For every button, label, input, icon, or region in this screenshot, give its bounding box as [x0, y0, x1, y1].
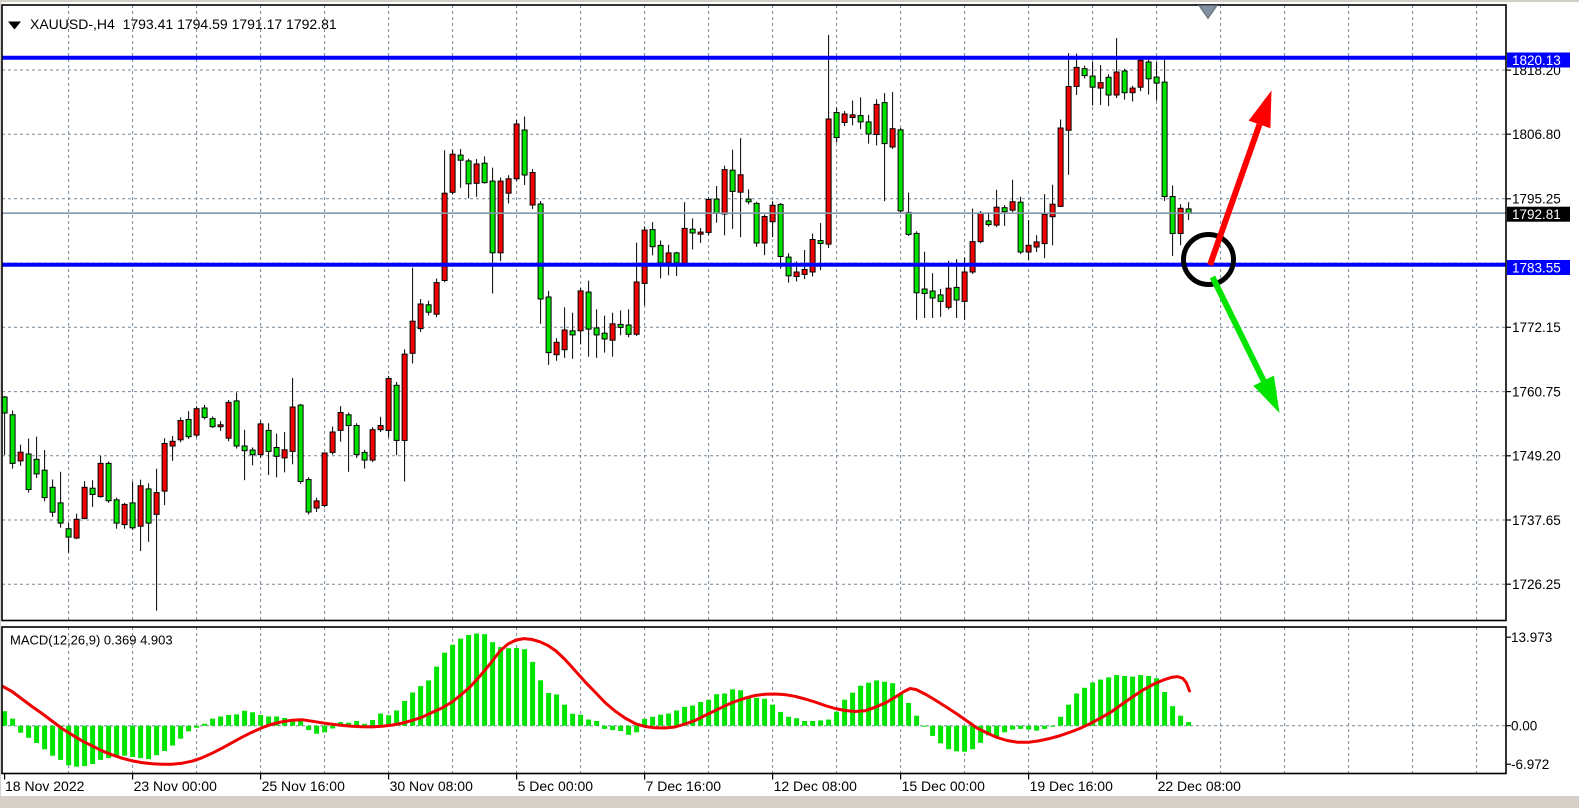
svg-text:1749.20: 1749.20 — [1512, 449, 1561, 464]
svg-text:7 Dec 16:00: 7 Dec 16:00 — [646, 778, 722, 794]
svg-text:-6.972: -6.972 — [1511, 757, 1549, 772]
svg-text:19 Dec 16:00: 19 Dec 16:00 — [1030, 778, 1113, 794]
svg-text:1820.13: 1820.13 — [1512, 53, 1561, 68]
svg-text:13.973: 13.973 — [1511, 630, 1552, 645]
svg-text:1737.65: 1737.65 — [1512, 513, 1561, 528]
svg-text:30 Nov 08:00: 30 Nov 08:00 — [390, 778, 473, 794]
svg-text:1806.80: 1806.80 — [1512, 127, 1561, 142]
svg-text:22 Dec 08:00: 22 Dec 08:00 — [1158, 778, 1241, 794]
svg-text:1760.75: 1760.75 — [1512, 384, 1561, 399]
svg-text:15 Dec 00:00: 15 Dec 00:00 — [902, 778, 985, 794]
svg-text:XAUUSD-,H4 1793.41 1794.59 17: XAUUSD-,H4 1793.41 1794.59 1791.17 1792.… — [30, 16, 337, 32]
svg-text:18 Nov 2022: 18 Nov 2022 — [5, 778, 85, 794]
svg-text:0.00: 0.00 — [1511, 719, 1537, 734]
svg-text:1792.81: 1792.81 — [1512, 207, 1561, 222]
svg-text:23 Nov 00:00: 23 Nov 00:00 — [134, 778, 217, 794]
svg-text:12 Dec 08:00: 12 Dec 08:00 — [774, 778, 857, 794]
svg-text:25 Nov 16:00: 25 Nov 16:00 — [262, 778, 345, 794]
svg-text:5 Dec 00:00: 5 Dec 00:00 — [518, 778, 594, 794]
svg-text:1726.25: 1726.25 — [1512, 577, 1561, 592]
svg-text:1772.15: 1772.15 — [1512, 320, 1561, 335]
svg-text:MACD(12,26,9) 0.369 4.903: MACD(12,26,9) 0.369 4.903 — [10, 633, 173, 648]
svg-text:1783.55: 1783.55 — [1512, 260, 1561, 275]
svg-text:1795.25: 1795.25 — [1512, 192, 1561, 207]
